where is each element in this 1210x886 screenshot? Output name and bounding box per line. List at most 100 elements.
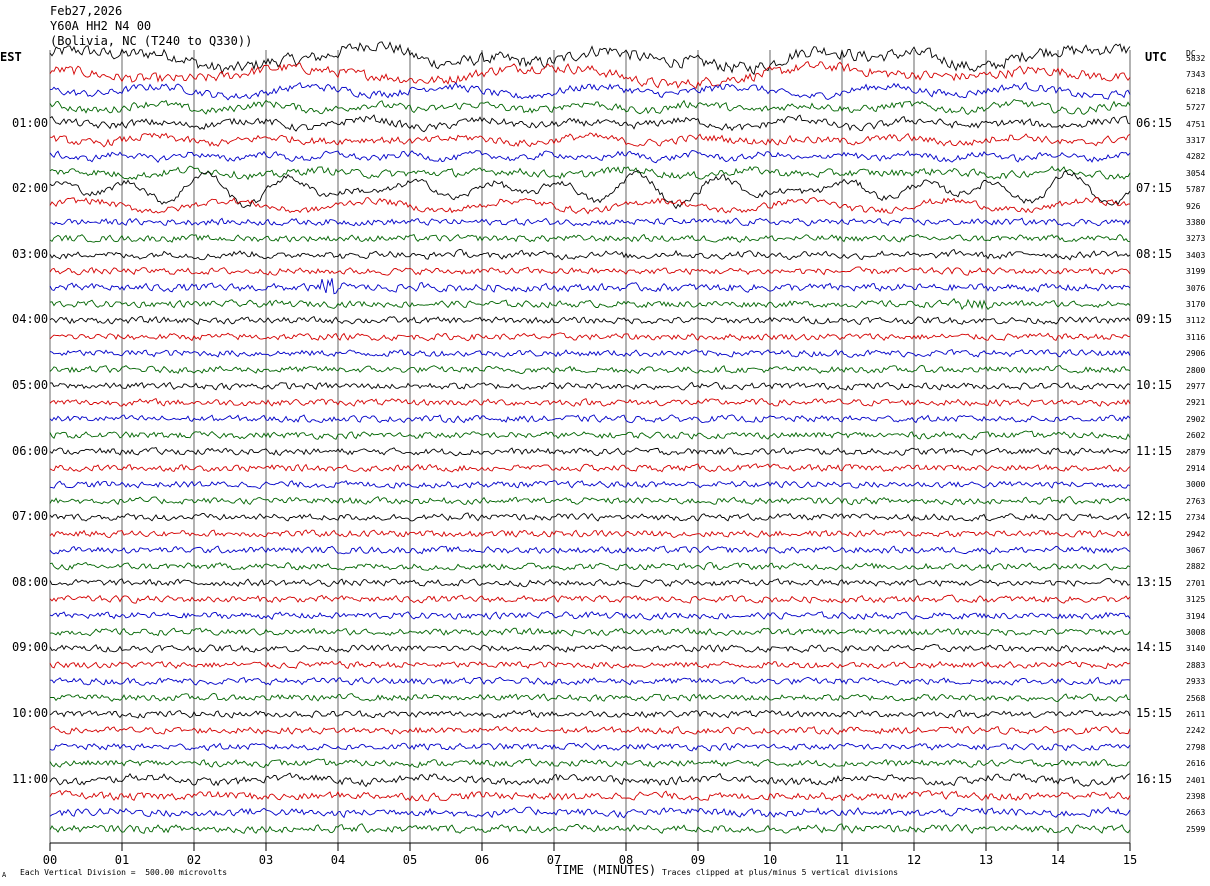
- x-tick-label-03: 03: [258, 853, 274, 867]
- dc-offset-label: 2921: [1186, 398, 1206, 408]
- trace-row-27: [49, 495, 1131, 506]
- dc-offset-label: 2701: [1186, 578, 1206, 588]
- utc-time-label: 10:15: [1136, 378, 1173, 392]
- trace-row-16: [49, 316, 1131, 326]
- trace-row-39: [49, 692, 1131, 703]
- x-tick-label-12: 12: [906, 853, 922, 867]
- trace-row-11: [49, 233, 1131, 243]
- trace-row-38: [50, 676, 1131, 686]
- trace-row-23: [49, 430, 1131, 441]
- est-time-label: 06:00: [12, 443, 49, 458]
- trace-row-30: [49, 545, 1131, 555]
- trace-row-9: [49, 196, 1131, 215]
- dc-offset-label: 4751: [1186, 119, 1206, 129]
- est-time-label: 11:00: [12, 771, 49, 786]
- utc-time-label: 12:15: [1136, 509, 1173, 524]
- dc-offset-label: 3170: [1186, 300, 1206, 309]
- dc-offset-label: 2242: [1186, 726, 1206, 736]
- est-time-label: 02:00: [12, 181, 49, 196]
- scale-note: Each Vertical Division = 500.00 microvol…: [20, 868, 228, 877]
- trace-row-41: [49, 725, 1131, 735]
- dc-offset-label: 2798: [1186, 742, 1206, 752]
- dc-offset-label: 2977: [1186, 382, 1206, 391]
- trace-row-14: [49, 278, 1131, 295]
- trace-row-20: [49, 381, 1131, 391]
- dc-offset-label: 3054: [1186, 168, 1206, 178]
- est-time-label: 04:00: [12, 312, 49, 327]
- dc-offset-label: 3273: [1186, 234, 1206, 244]
- trace-row-7: [49, 165, 1131, 181]
- clip-note: Traces clipped at plus/minus 5 vertical …: [662, 868, 899, 877]
- utc-time-label: 09:15: [1136, 312, 1173, 327]
- trace-row-19: [49, 364, 1131, 375]
- trace-row-32: [49, 578, 1131, 588]
- dc-offset-label: 2398: [1186, 792, 1206, 801]
- trace-row-44: [49, 772, 1131, 788]
- utc-time-label: 06:15: [1136, 115, 1173, 130]
- trace-row-46: [49, 806, 1131, 819]
- trace-row-28: [49, 512, 1131, 522]
- est-time-label: 09:00: [12, 640, 49, 655]
- dc-offset-label: 3125: [1186, 595, 1206, 605]
- trace-row-17: [49, 332, 1130, 342]
- dc-offset-label: 2401: [1186, 775, 1206, 785]
- trace-row-8: [49, 169, 1131, 210]
- trace-row-40: [49, 709, 1131, 719]
- dc-offset-label: 2883: [1186, 660, 1206, 670]
- dc-offset-label: 2800: [1186, 365, 1206, 375]
- trace-row-4: [49, 114, 1131, 133]
- trace-row-42: [49, 742, 1131, 752]
- est-time-label: 07:00: [12, 509, 49, 524]
- trace-row-29: [49, 529, 1131, 538]
- x-tick-label-04: 04: [330, 853, 346, 867]
- x-tick-label-08: 08: [618, 853, 634, 867]
- minute-grid: [49, 50, 1131, 851]
- x-tick-label-05: 05: [402, 853, 418, 867]
- dc-offset-label: 2882: [1186, 562, 1206, 572]
- dc-offset-label: 3403: [1186, 250, 1206, 260]
- footer-mark: A: [2, 871, 7, 879]
- dc-offset-label: 2734: [1186, 513, 1206, 523]
- trace-row-6: [49, 150, 1131, 164]
- trace-row-24: [49, 446, 1131, 457]
- dc-axis-title: DC: [1186, 49, 1196, 58]
- utc-time-label: 16:15: [1136, 771, 1173, 786]
- dc-offset-label: 3194: [1186, 611, 1206, 621]
- x-tick-label-15: 15: [1122, 853, 1138, 867]
- x-tick-label-00: 00: [42, 853, 58, 867]
- chart-location: (Bolivia, NC (T240 to Q330)): [50, 34, 253, 48]
- dc-offset-label: 3199: [1186, 267, 1206, 277]
- dc-offset-label: 926: [1186, 201, 1201, 211]
- trace-row-10: [50, 217, 1131, 227]
- trace-row-45: [49, 789, 1131, 802]
- est-time-label: 01:00: [12, 115, 49, 130]
- trace-row-21: [49, 397, 1131, 407]
- dc-offset-label: 5727: [1186, 103, 1206, 113]
- dc-offset-label: 3116: [1186, 332, 1206, 342]
- trace-row-2: [49, 81, 1131, 101]
- trace-row-43: [49, 758, 1131, 769]
- dc-offset-label: 2942: [1186, 529, 1206, 539]
- utc-time-label: 14:15: [1136, 640, 1173, 655]
- trace-row-35: [49, 627, 1131, 637]
- dc-offset-label: 2602: [1186, 431, 1206, 441]
- dc-offset-label: 2611: [1186, 710, 1206, 719]
- est-time-label: 05:00: [12, 378, 49, 392]
- dc-offset-label: 3380: [1186, 218, 1206, 227]
- trace-row-1: [49, 61, 1131, 90]
- x-tick-label-06: 06: [474, 853, 490, 867]
- trace-row-31: [49, 561, 1131, 571]
- dc-offset-label: 3008: [1186, 628, 1206, 637]
- trace-row-5: [49, 132, 1131, 148]
- x-tick-label-11: 11: [834, 853, 850, 867]
- trace-row-18: [49, 348, 1131, 358]
- trace-row-47: [49, 823, 1131, 834]
- trace-group: [49, 41, 1131, 834]
- trace-row-37: [49, 660, 1131, 670]
- trace-row-15: [49, 298, 1131, 311]
- dc-offset-label: 3112: [1186, 316, 1206, 326]
- x-tick-label-07: 07: [546, 853, 562, 867]
- utc-time-label: 15:15: [1136, 706, 1173, 720]
- utc-time-label: 13:15: [1136, 574, 1173, 589]
